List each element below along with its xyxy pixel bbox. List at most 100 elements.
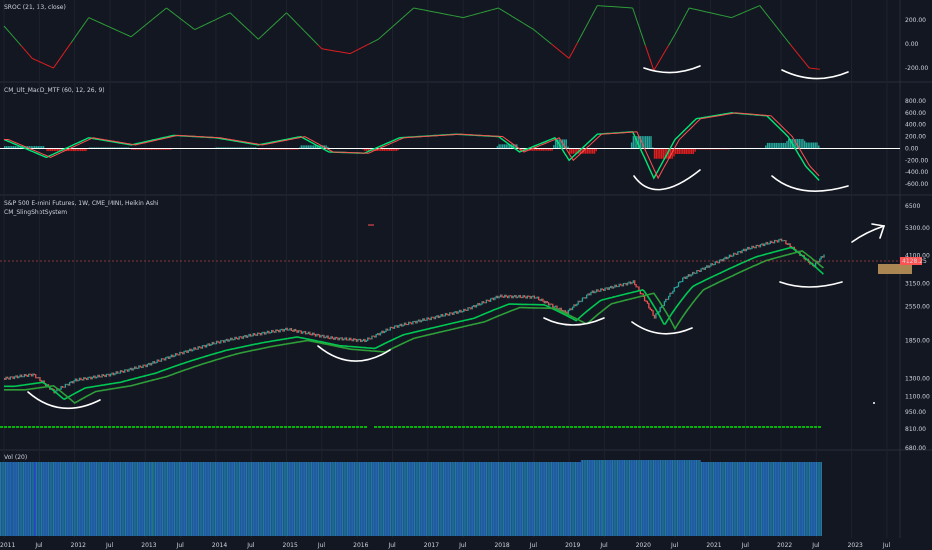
sroc-line-segment	[255, 36, 259, 40]
volume-bar	[417, 462, 419, 536]
volume-bar	[64, 462, 66, 536]
volume-bar	[783, 462, 785, 536]
volume-bar	[475, 462, 477, 536]
macd-hist-bar	[694, 148, 696, 152]
sroc-line-segment	[512, 16, 517, 20]
volume-bar	[639, 460, 641, 536]
sroc-line-segment	[683, 15, 686, 19]
volume-bar	[356, 462, 358, 536]
volume-bar	[646, 460, 648, 536]
price-candle	[125, 369, 127, 371]
price-candle	[396, 325, 399, 328]
sroc-line-segment	[44, 63, 48, 66]
volume-bar	[394, 462, 396, 536]
volume-bar	[363, 462, 365, 536]
price-candle	[578, 300, 581, 303]
volume-bar	[596, 460, 598, 536]
price-candle	[279, 329, 281, 333]
volume-bar	[279, 462, 281, 536]
volume-bar	[224, 462, 226, 536]
volume-bar	[236, 462, 238, 536]
price-candle	[248, 333, 250, 337]
price-candle	[505, 294, 507, 297]
price-candle	[564, 310, 567, 313]
macd-hist-bar	[779, 142, 781, 149]
macd-hist-bar	[154, 148, 156, 150]
price-candle	[495, 295, 497, 299]
price-candle	[625, 282, 627, 286]
volume-bar	[283, 462, 285, 536]
sroc-line-segment	[174, 14, 179, 18]
sroc-line-segment	[381, 32, 386, 37]
price-candle	[821, 256, 824, 258]
x-tick-label: Jul	[670, 542, 679, 549]
volume-bar	[638, 460, 640, 536]
volume-bar	[171, 462, 173, 536]
volume-bar	[91, 462, 93, 536]
price-candle	[776, 240, 779, 243]
volume-bar	[249, 462, 251, 536]
price-candle	[131, 367, 133, 371]
sroc-line-segment	[647, 51, 651, 59]
volume-bar	[136, 462, 138, 536]
volume-bar	[114, 462, 116, 536]
volume-bar	[225, 462, 227, 536]
price-candle	[504, 294, 506, 298]
macd-hist-bar	[18, 146, 20, 149]
macd-hist-bar	[30, 146, 32, 149]
volume-bar	[660, 460, 662, 536]
price-candle	[519, 294, 521, 298]
macd-hist-bar	[369, 148, 371, 151]
sroc-line-segment	[249, 30, 253, 35]
volume-bar	[524, 462, 526, 536]
price-candle	[653, 314, 656, 319]
volume-bar	[561, 462, 563, 536]
volume-bar	[651, 460, 653, 536]
volume-bar	[48, 462, 50, 536]
volume-bar	[39, 462, 41, 536]
price-candle	[499, 294, 502, 298]
volume-bar	[735, 462, 737, 536]
volume-bar	[382, 462, 384, 536]
price-candle	[310, 333, 312, 336]
price-candle	[124, 369, 126, 373]
price-candle	[132, 368, 134, 371]
volume-bar	[285, 462, 287, 536]
volume-bar	[459, 462, 461, 536]
price-candle	[570, 308, 572, 311]
price-candle	[334, 336, 336, 340]
price-candle	[375, 333, 377, 338]
sroc-line-segment	[644, 45, 648, 52]
volume-bar	[546, 462, 548, 536]
sroc-line-segment	[46, 64, 50, 67]
volume-bar	[514, 462, 516, 536]
price-candle	[464, 308, 466, 311]
sroc-line-segment	[789, 43, 793, 48]
price-candle	[591, 290, 593, 293]
sroc-line-segment	[666, 44, 670, 50]
macd-hist-bar	[385, 148, 387, 151]
volume-bar	[61, 462, 63, 536]
price-candle	[756, 244, 759, 247]
sroc-line-segment	[547, 40, 552, 45]
price-candle	[337, 337, 339, 341]
price-candle	[306, 333, 308, 335]
volume-bar	[584, 460, 586, 536]
volume-bar	[751, 462, 753, 536]
sroc-line-segment	[352, 50, 356, 53]
volume-bar	[117, 462, 119, 536]
volume-bar	[612, 460, 614, 536]
volume-bar	[379, 462, 381, 536]
price-candle	[782, 240, 784, 242]
macd-hist-bar	[811, 142, 813, 149]
price-candle	[707, 265, 709, 268]
macd-hist-bar	[277, 148, 280, 150]
volume-bar	[78, 462, 80, 536]
volume-bar	[592, 460, 594, 536]
volume-bar	[189, 462, 191, 536]
macd-hist-bar	[765, 145, 767, 149]
volume-bar	[649, 460, 651, 536]
volume-bar	[292, 462, 294, 536]
volume-bar	[673, 460, 675, 536]
price-candle	[220, 340, 222, 344]
